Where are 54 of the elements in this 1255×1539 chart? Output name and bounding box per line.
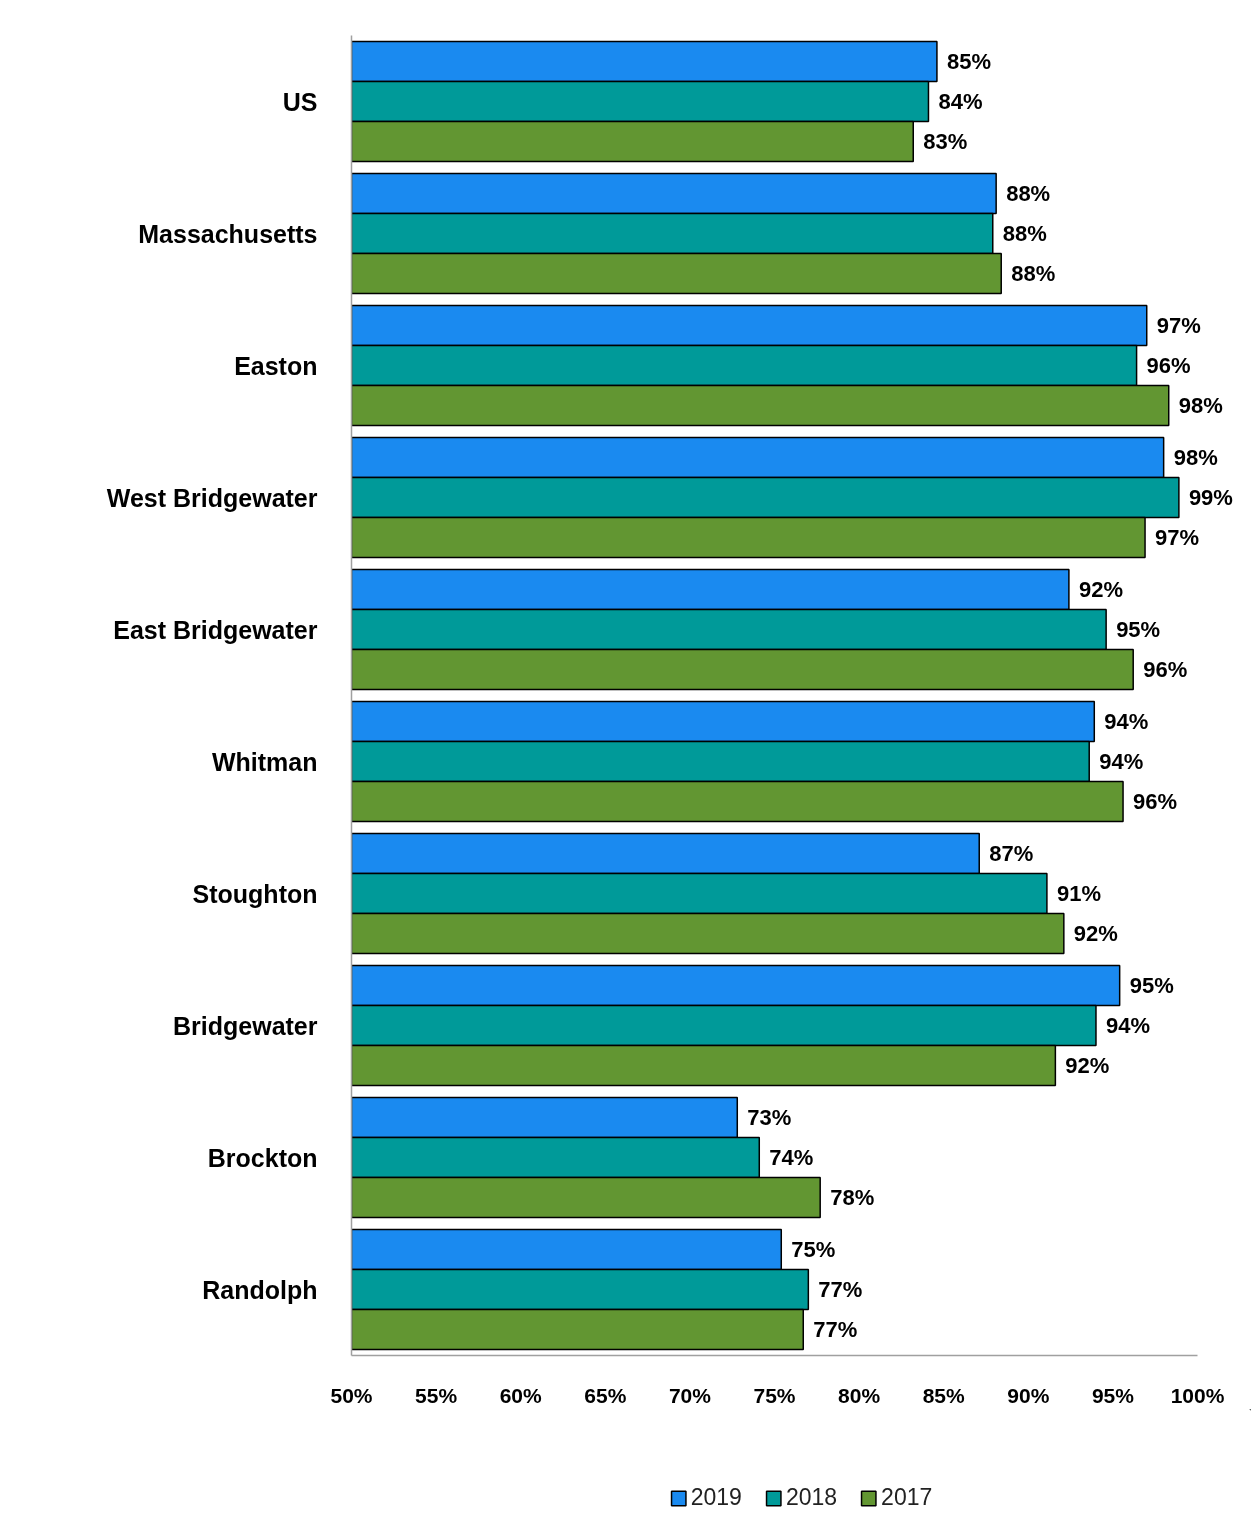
legend-label: 2018	[785, 1484, 838, 1511]
data-label: 77%	[813, 1317, 858, 1342]
y-tick-label: East Bridgewater	[113, 615, 318, 644]
data-label: 92%	[1073, 921, 1118, 946]
y-tick-label: Bridgewater	[173, 1011, 318, 1040]
data-label: 96%	[1143, 657, 1188, 682]
legend-label: 2017	[881, 1484, 933, 1511]
data-label: 87%	[989, 841, 1034, 866]
data-label: 88%	[1011, 261, 1056, 286]
legend-label: 2019	[690, 1484, 742, 1511]
data-label: 91%	[1056, 881, 1101, 906]
data-label: 84%	[938, 89, 983, 114]
data-label: 85%	[946, 49, 991, 74]
y-tick-label: Brockton	[207, 1143, 318, 1172]
data-label: 96%	[1146, 353, 1191, 378]
x-tick-label: 80%	[838, 1383, 881, 1407]
data-label: 94%	[1105, 1013, 1151, 1038]
data-label: 99%	[1188, 485, 1233, 510]
data-label: 98%	[1178, 393, 1223, 418]
x-tick-label: 95%	[1091, 1383, 1135, 1407]
x-tick-label: 85%	[922, 1383, 966, 1407]
data-label: 75%	[791, 1237, 836, 1262]
y-tick-label: US	[282, 87, 318, 116]
data-label: 94%	[1099, 749, 1144, 774]
data-label: 95%	[1116, 617, 1161, 642]
y-tick-label: West Bridgewater	[106, 483, 318, 512]
y-tick-label: Easton	[234, 351, 318, 380]
y-tick-label: Whitman	[211, 747, 318, 776]
data-label: 97%	[1155, 525, 1200, 550]
data-label: 77%	[818, 1277, 863, 1302]
x-tick-label: 50%	[330, 1383, 373, 1407]
x-tick-label: 55%	[415, 1383, 458, 1407]
x-tick-label: 60%	[499, 1383, 543, 1407]
data-label: 98%	[1173, 445, 1218, 470]
data-label: 88%	[1006, 181, 1051, 206]
x-tick-label: 70%	[668, 1383, 712, 1407]
data-label: 74%	[769, 1145, 814, 1170]
data-label: 92%	[1078, 577, 1123, 602]
data-label: 78%	[830, 1185, 875, 1210]
y-tick-label: Massachusetts	[138, 219, 318, 248]
data-label: 97%	[1156, 313, 1201, 338]
data-label: 88%	[1002, 221, 1047, 246]
x-tick-label: 90%	[1007, 1383, 1050, 1407]
data-label: 92%	[1065, 1053, 1110, 1078]
x-tick-label: 100%	[1170, 1383, 1225, 1407]
y-tick-label: Randolph	[202, 1275, 318, 1304]
data-label: 96%	[1133, 789, 1178, 814]
data-label: 83%	[923, 129, 968, 154]
y-tick-label: Stoughton	[192, 879, 318, 908]
data-label: 73%	[747, 1105, 792, 1130]
x-tick-label: 65%	[584, 1383, 627, 1407]
x-tick-label: 75%	[753, 1383, 796, 1407]
data-label: 95%	[1129, 973, 1174, 998]
data-label: 94%	[1104, 709, 1149, 734]
